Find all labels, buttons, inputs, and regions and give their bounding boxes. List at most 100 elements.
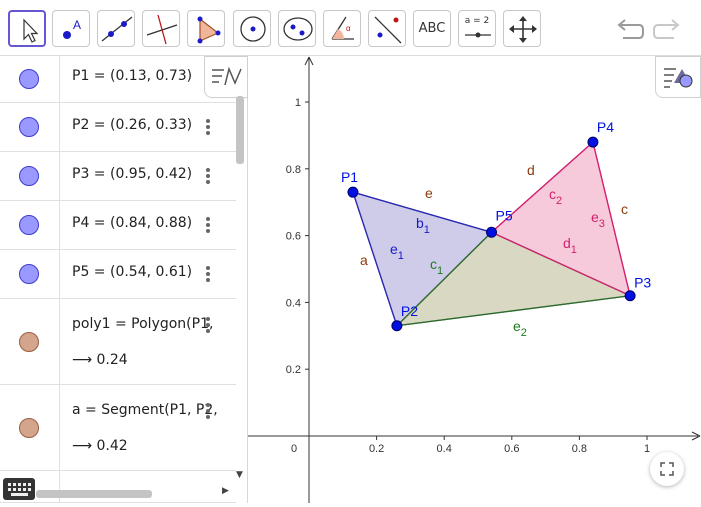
algebra-marble-cell[interactable] xyxy=(0,250,60,298)
more-options-icon[interactable] xyxy=(206,168,212,186)
point-label-p4: P4 xyxy=(597,119,614,135)
perpendicular-line-tool-button[interactable] xyxy=(142,10,180,47)
graphics-view[interactable]: 0 0.2 0.4 0.6 0.8 1 0.2 0.4 0.6 0.8 1 a e b1 e1 c1 e2 d c2… xyxy=(248,56,701,503)
point-tool-label: A xyxy=(73,18,81,32)
segment-label-e2: e2 xyxy=(513,318,527,339)
undo-icon[interactable] xyxy=(615,14,645,44)
algebra-row-p1[interactable]: P1 = (0.13, 0.73) xyxy=(0,56,236,103)
point-p1[interactable] xyxy=(347,186,359,198)
segment-p2-p5[interactable] xyxy=(396,231,492,327)
segment-label-c: c xyxy=(621,201,628,217)
y-tick-label: 0.6 xyxy=(286,231,301,243)
segment-p1-p2[interactable] xyxy=(352,191,398,326)
point-icon: A xyxy=(63,18,81,39)
visibility-toggle-poly1[interactable] xyxy=(19,332,39,352)
segment-p2-p3[interactable] xyxy=(396,295,631,327)
algebra-expression[interactable]: P1 = (0.13, 0.73) xyxy=(72,68,193,84)
algebra-expression[interactable]: P3 = (0.95, 0.42) xyxy=(72,166,193,182)
algebra-row-a[interactable]: a = Segment(P1, P2, ⟶ 0.42 xyxy=(0,385,236,471)
segment-label-e: e xyxy=(425,185,433,201)
y-tick-label: 0.4 xyxy=(286,297,301,309)
algebra-row-p4[interactable]: P4 = (0.84, 0.88) xyxy=(0,201,236,250)
segment-label-a: a xyxy=(360,252,368,268)
keyboard-icon[interactable] xyxy=(3,478,35,500)
algebra-output-value: ⟶ 0.24 xyxy=(72,352,128,368)
more-options-icon[interactable] xyxy=(206,217,212,235)
algebra-expression[interactable]: P4 = (0.84, 0.88) xyxy=(72,215,193,231)
visibility-toggle-a[interactable] xyxy=(19,418,39,438)
ellipse-icon xyxy=(283,17,313,41)
visibility-toggle-p1[interactable] xyxy=(19,69,39,89)
algebra-expression[interactable]: P5 = (0.54, 0.61) xyxy=(72,264,193,280)
point-p2[interactable] xyxy=(391,320,403,332)
slider-icon xyxy=(465,32,491,38)
visibility-toggle-p3[interactable] xyxy=(19,166,39,186)
visibility-toggle-p4[interactable] xyxy=(19,215,39,235)
fullscreen-button[interactable] xyxy=(650,452,684,486)
algebra-marble-cell[interactable] xyxy=(0,385,60,470)
algebra-row-p5[interactable]: P5 = (0.54, 0.61) xyxy=(0,250,236,299)
algebra-vertical-scrollbar[interactable] xyxy=(236,96,244,164)
slider-tool-button[interactable]: a = 2 xyxy=(458,10,496,47)
circle-tool-button[interactable] xyxy=(233,10,271,47)
text-tool-button[interactable]: ABC xyxy=(413,10,451,47)
angle-icon: α xyxy=(331,16,354,40)
algebra-marble-cell[interactable] xyxy=(0,201,60,249)
more-options-icon[interactable] xyxy=(206,266,212,284)
x-tick-label: 0.6 xyxy=(504,443,519,455)
algebra-marble-cell[interactable] xyxy=(0,103,60,151)
algebra-view-menu-button[interactable] xyxy=(204,56,248,98)
y-tick-label: 1 xyxy=(295,97,301,109)
more-options-icon[interactable] xyxy=(206,317,212,335)
x-tick-label: 0 xyxy=(291,443,297,455)
segment-p5-p4[interactable] xyxy=(491,141,594,233)
scroll-right-arrow-icon[interactable]: ▶ xyxy=(222,486,229,496)
angle-tool-button[interactable]: α xyxy=(323,10,361,47)
perpendicular-line-icon xyxy=(146,14,178,45)
redo-icon[interactable] xyxy=(652,14,682,44)
algebra-row-next[interactable] xyxy=(0,471,236,503)
line-tool-button[interactable] xyxy=(97,10,135,47)
y-tick-label: 0.2 xyxy=(286,364,301,376)
more-options-icon[interactable] xyxy=(206,119,212,137)
algebra-horizontal-scrollbar[interactable] xyxy=(36,490,152,498)
point-p5[interactable] xyxy=(486,226,498,238)
reflect-icon xyxy=(374,16,402,44)
move-tool-button[interactable] xyxy=(8,10,46,47)
segment-p5-p3[interactable] xyxy=(491,231,631,297)
point-p3[interactable] xyxy=(624,290,636,302)
algebra-marble-cell[interactable] xyxy=(0,299,60,384)
point-p4[interactable] xyxy=(587,136,599,148)
segment-label-c2: c2 xyxy=(549,186,562,207)
x-tick-label: 0.8 xyxy=(572,443,587,455)
segment-p1-p5[interactable] xyxy=(352,191,492,233)
scroll-down-arrow-icon[interactable]: ▼ xyxy=(236,470,243,480)
visibility-toggle-p5[interactable] xyxy=(19,264,39,284)
polygon-tool-button[interactable] xyxy=(187,10,225,47)
more-options-icon[interactable] xyxy=(206,403,212,421)
reflect-tool-button[interactable] xyxy=(368,10,406,47)
polygon-icon xyxy=(197,16,221,44)
move-graphics-view-tool-button[interactable] xyxy=(503,10,541,47)
svg-text:α: α xyxy=(346,24,351,33)
algebra-view: P1 = (0.13, 0.73) P2 = (0.26, 0.33) P3 =… xyxy=(0,56,248,503)
segment-p4-p3[interactable] xyxy=(592,141,631,296)
algebra-row-poly1[interactable]: poly1 = Polygon(P1, ⟶ 0.24 xyxy=(0,299,236,385)
algebra-expression[interactable]: a = Segment(P1, P2, xyxy=(72,402,218,418)
algebra-marble-cell[interactable] xyxy=(0,471,60,502)
x-axis-arrow-icon xyxy=(691,431,701,441)
graphics-style-bar-button[interactable] xyxy=(655,56,701,98)
algebra-marble-cell[interactable] xyxy=(0,152,60,200)
algebra-expression[interactable]: poly1 = Polygon(P1, xyxy=(72,316,214,332)
point-tool-button[interactable]: A xyxy=(52,10,90,47)
algebra-row-p2[interactable]: P2 = (0.26, 0.33) xyxy=(0,103,236,152)
line-icon xyxy=(101,16,133,42)
algebra-marble-cell[interactable] xyxy=(0,56,60,102)
ellipse-tool-button[interactable] xyxy=(278,10,316,47)
text-tool-label: ABC xyxy=(418,21,446,36)
algebra-row-p3[interactable]: P3 = (0.95, 0.42) xyxy=(0,152,236,201)
visibility-toggle-p2[interactable] xyxy=(19,117,39,137)
algebra-expression[interactable]: P2 = (0.26, 0.33) xyxy=(72,117,193,133)
y-tick-label: 0.8 xyxy=(286,164,301,176)
graphics-canvas[interactable]: 0 0.2 0.4 0.6 0.8 1 0.2 0.4 0.6 0.8 1 a e b1 e1 c1 e2 d c2… xyxy=(248,56,701,503)
